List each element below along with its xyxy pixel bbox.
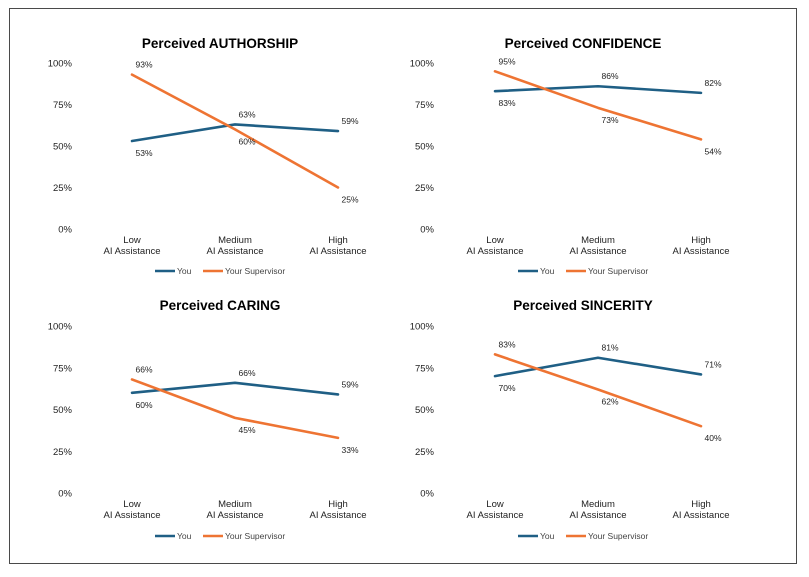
y-tick-label: 50% bbox=[53, 142, 73, 153]
x-category-label: Low AI Assistance bbox=[103, 235, 160, 257]
x-category-label: Medium AI Assistance bbox=[569, 235, 626, 257]
data-label-you: 70% bbox=[498, 383, 515, 393]
legend-label-supervisor: Your Supervisor bbox=[225, 531, 285, 541]
data-label-supervisor: 62% bbox=[601, 396, 618, 406]
x-category-label: Medium AI Assistance bbox=[206, 499, 263, 521]
y-tick-label: 0% bbox=[58, 489, 72, 500]
legend-label-supervisor: Your Supervisor bbox=[225, 266, 285, 276]
data-label-supervisor: 25% bbox=[341, 195, 358, 205]
x-category-label: Medium AI Assistance bbox=[206, 235, 263, 257]
series-line-you bbox=[130, 123, 340, 143]
y-tick-label: 50% bbox=[415, 142, 435, 153]
data-label-supervisor: 60% bbox=[238, 136, 255, 146]
y-tick-label: 100% bbox=[48, 322, 73, 333]
data-label-you: 53% bbox=[135, 148, 152, 158]
data-label-supervisor: 93% bbox=[135, 60, 152, 70]
data-label-you: 81% bbox=[601, 343, 618, 353]
data-label-you: 59% bbox=[341, 116, 358, 126]
y-tick-label: 75% bbox=[415, 100, 435, 111]
data-label-supervisor: 40% bbox=[704, 433, 721, 443]
data-label-you: 86% bbox=[601, 71, 618, 81]
legend-label-supervisor: Your Supervisor bbox=[588, 531, 648, 541]
chart-panel-2: Perceived CONFIDENCE 0% 25% 50% 75% 100% Low AI… bbox=[410, 36, 730, 276]
series-line-supervisor bbox=[493, 70, 703, 141]
x-category-label: High AI Assistance bbox=[672, 235, 729, 257]
y-tick-label: 75% bbox=[415, 363, 435, 374]
y-tick-label: 25% bbox=[53, 183, 73, 194]
figure-frame bbox=[9, 8, 797, 564]
data-label-you: 83% bbox=[498, 98, 515, 108]
y-tick-label: 100% bbox=[410, 322, 435, 333]
y-tick-label: 0% bbox=[58, 225, 72, 236]
series-line-you bbox=[493, 84, 703, 95]
data-label-you: 66% bbox=[238, 368, 255, 378]
chart-title: Perceived CONFIDENCE bbox=[505, 36, 662, 51]
series-line-you bbox=[130, 381, 340, 396]
data-label-you: 71% bbox=[704, 359, 721, 369]
chart-panel-3: Perceived CARING 0% 25% 50% 75% 100% Low AI Ass… bbox=[48, 298, 367, 541]
x-category-label: Medium AI Assistance bbox=[569, 499, 626, 521]
x-category-label: Low AI Assistance bbox=[466, 499, 523, 521]
y-tick-label: 25% bbox=[53, 447, 73, 458]
y-tick-label: 75% bbox=[53, 100, 73, 111]
x-category-label: High AI Assistance bbox=[309, 235, 366, 257]
data-label-supervisor: 33% bbox=[341, 445, 358, 455]
data-label-you: 59% bbox=[341, 379, 358, 389]
y-tick-label: 50% bbox=[53, 405, 73, 416]
y-tick-label: 25% bbox=[415, 447, 435, 458]
series-line-supervisor bbox=[130, 73, 340, 189]
series-line-you bbox=[493, 356, 703, 378]
legend-label-you: You bbox=[540, 531, 555, 541]
data-label-you: 60% bbox=[135, 400, 152, 410]
y-tick-label: 100% bbox=[410, 59, 435, 70]
x-category-label: Low AI Assistance bbox=[103, 499, 160, 521]
data-label-supervisor: 54% bbox=[704, 146, 721, 156]
y-tick-label: 100% bbox=[48, 59, 73, 70]
legend-label-you: You bbox=[177, 266, 192, 276]
y-tick-label: 0% bbox=[420, 225, 434, 236]
data-label-supervisor: 83% bbox=[498, 339, 515, 349]
data-label-supervisor: 73% bbox=[601, 115, 618, 125]
chart-title: Perceived CARING bbox=[160, 298, 281, 313]
chart-title: Perceived AUTHORSHIP bbox=[142, 36, 298, 51]
x-category-label: Low AI Assistance bbox=[466, 235, 523, 257]
data-label-you: 63% bbox=[238, 109, 255, 119]
series-line-supervisor bbox=[493, 353, 703, 428]
data-label-supervisor: 45% bbox=[238, 425, 255, 435]
chart-panel-1: Perceived AUTHORSHIP 0% 25% 50% 75% 100% Low AI… bbox=[48, 36, 367, 276]
chart-panel-4: Perceived SINCERITY 0% 25% 50% 75% 100% Low AI … bbox=[410, 298, 730, 541]
x-category-label: High AI Assistance bbox=[309, 499, 366, 521]
series-line-supervisor bbox=[130, 378, 340, 440]
legend-label-supervisor: Your Supervisor bbox=[588, 266, 648, 276]
y-tick-label: 75% bbox=[53, 363, 73, 374]
data-label-supervisor: 66% bbox=[135, 364, 152, 374]
y-tick-label: 25% bbox=[415, 183, 435, 194]
chart-title: Perceived SINCERITY bbox=[513, 298, 653, 313]
y-tick-label: 50% bbox=[415, 405, 435, 416]
data-label-supervisor: 95% bbox=[498, 56, 515, 66]
x-category-label: High AI Assistance bbox=[672, 499, 729, 521]
legend-label-you: You bbox=[540, 266, 555, 276]
data-label-you: 82% bbox=[704, 78, 721, 88]
y-tick-label: 0% bbox=[420, 489, 434, 500]
legend-label-you: You bbox=[177, 531, 192, 541]
